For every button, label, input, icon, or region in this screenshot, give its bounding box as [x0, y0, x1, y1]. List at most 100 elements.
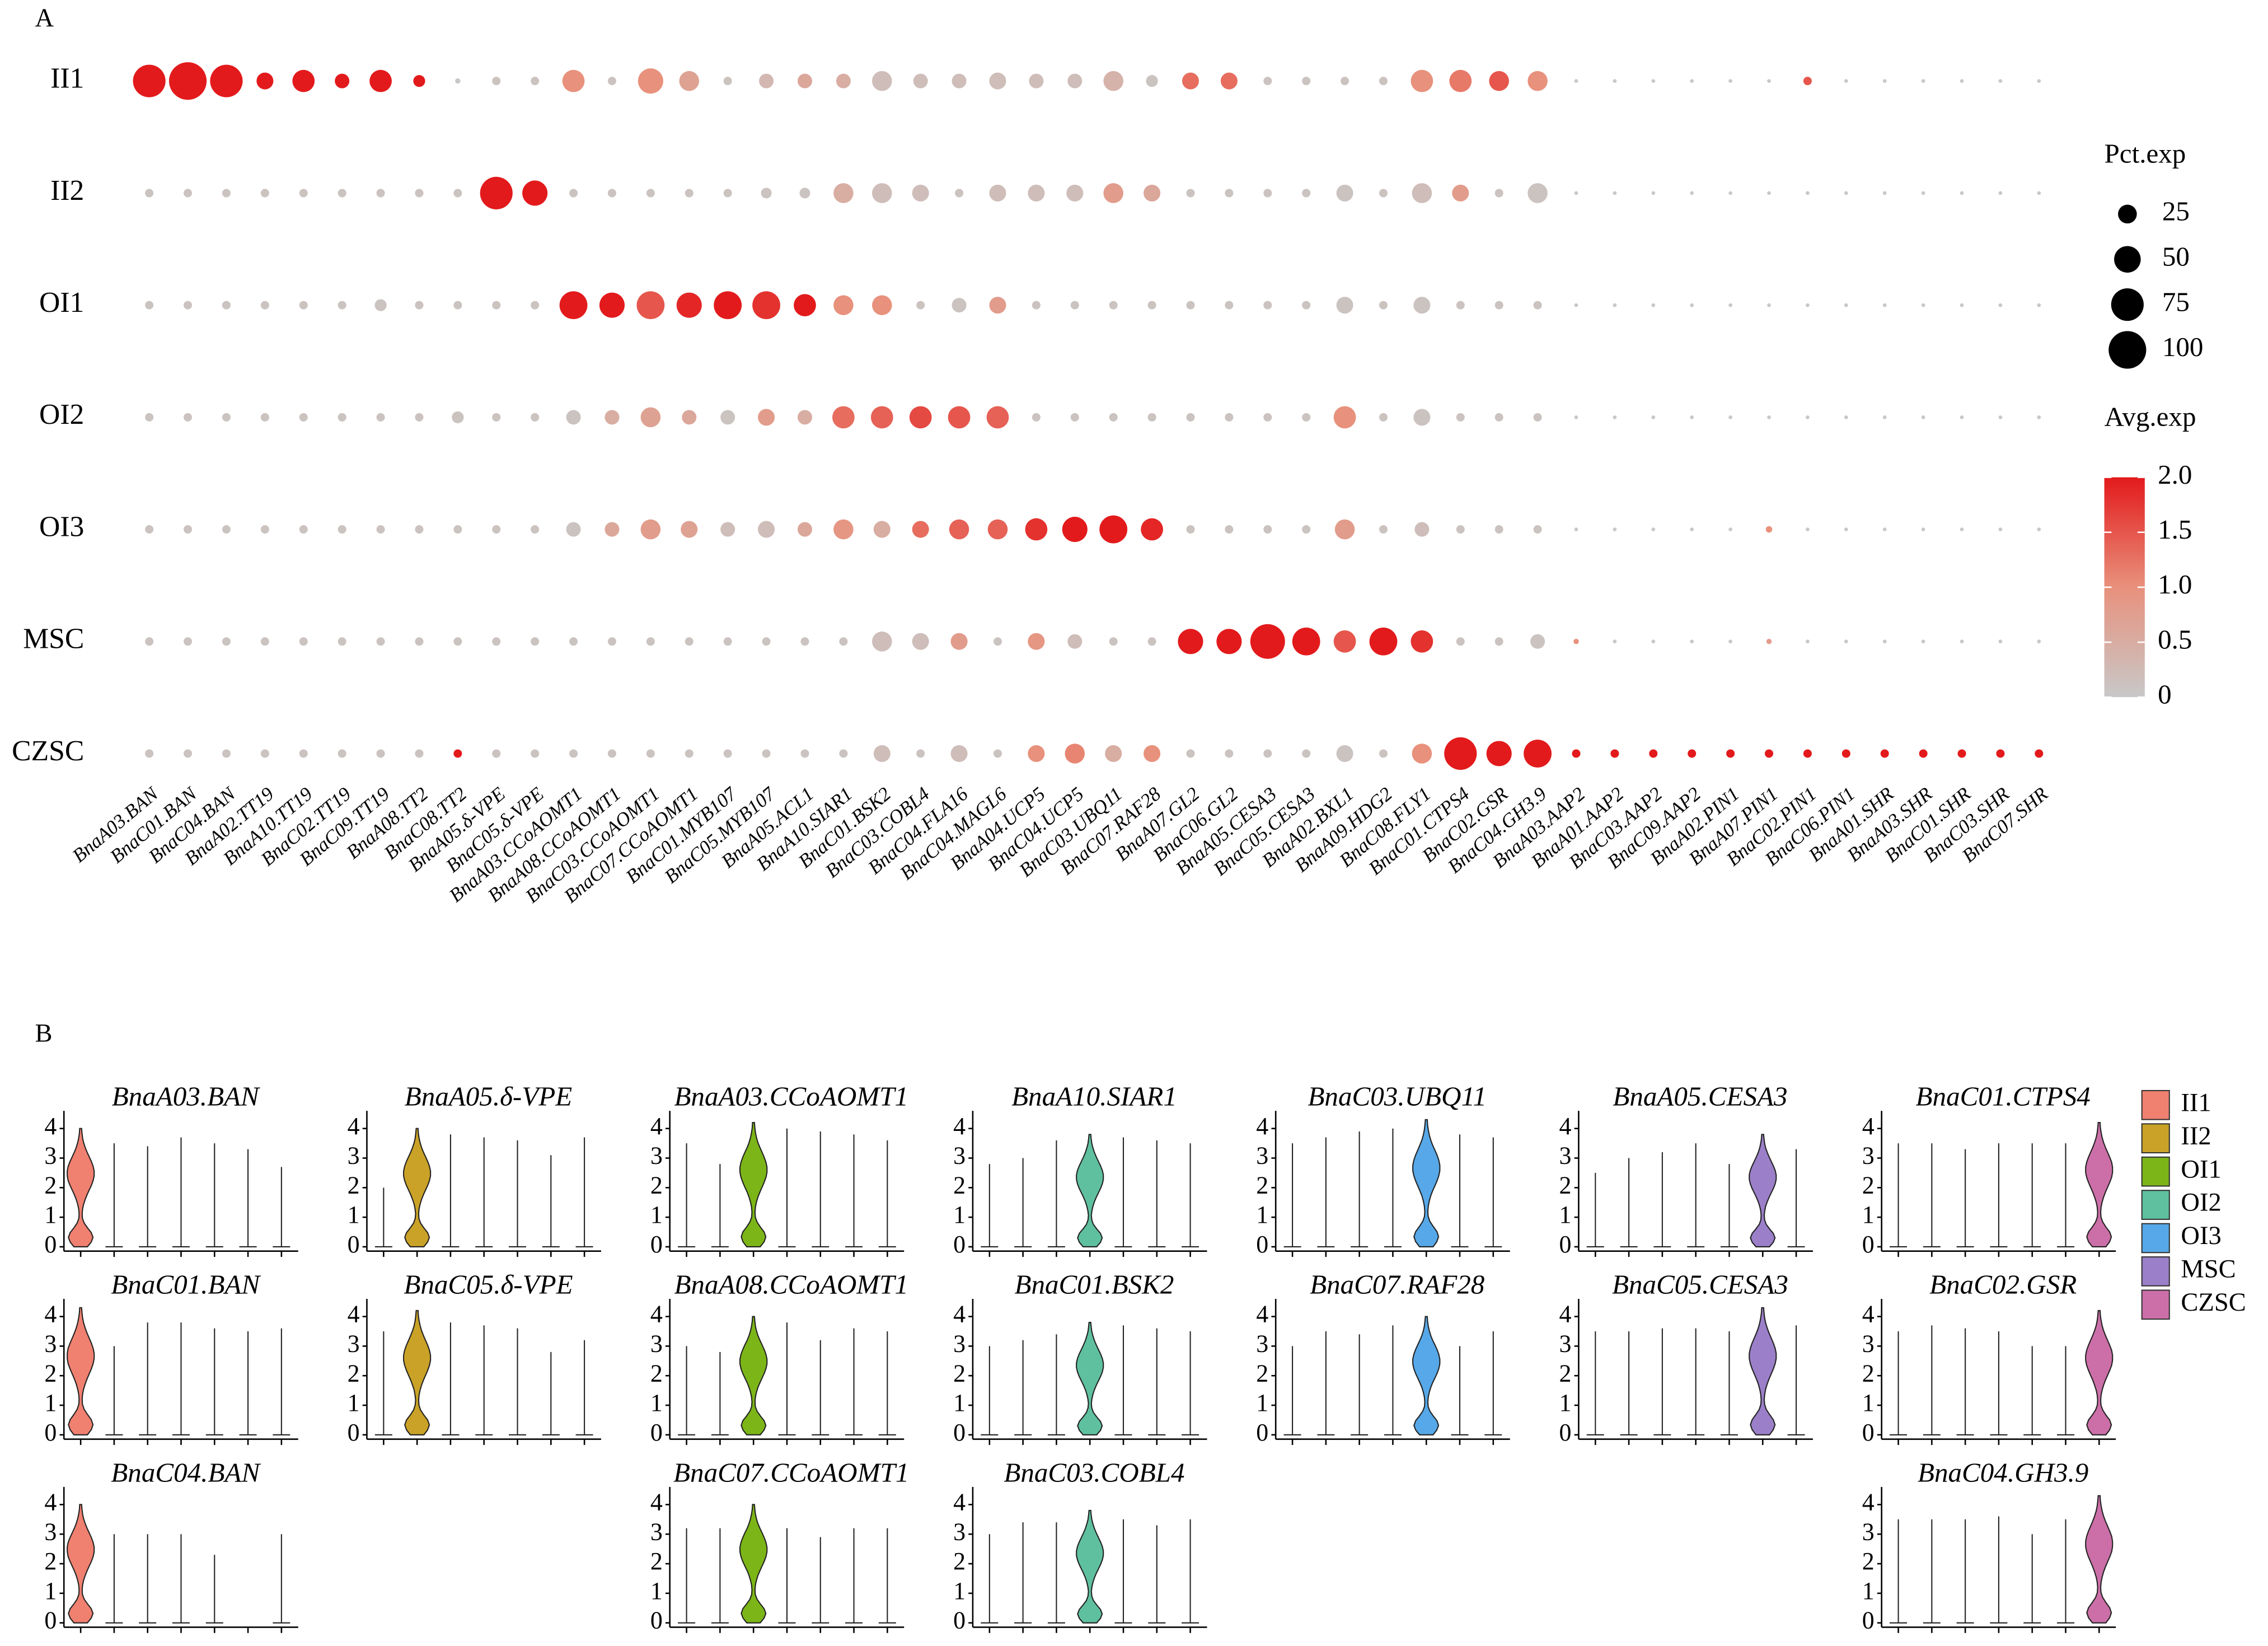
- violin: [1720, 1164, 1738, 1247]
- legend-title: Pct.exp: [2105, 138, 2186, 169]
- dot: [1882, 191, 1887, 195]
- dot: [797, 73, 812, 88]
- violin: [711, 1164, 729, 1247]
- dot: [222, 413, 231, 422]
- legend-dot: [2118, 204, 2137, 224]
- dot: [222, 189, 231, 198]
- dot: [1070, 301, 1079, 310]
- violin: [1148, 1140, 1166, 1247]
- y-tick-label: 3: [1862, 1330, 1875, 1357]
- dot: [605, 410, 620, 425]
- dot: [1765, 526, 1773, 533]
- dot: [723, 637, 732, 646]
- dot: [1844, 303, 1848, 307]
- dot: [299, 413, 308, 422]
- violin: [1182, 1143, 1199, 1247]
- dot: [1141, 518, 1163, 541]
- dot: [986, 406, 1009, 429]
- dot: [912, 521, 929, 538]
- violin: [1014, 1340, 1032, 1435]
- dot: [1099, 515, 1128, 544]
- violin: [739, 1504, 768, 1624]
- dot: [492, 77, 501, 86]
- violin: [475, 1137, 493, 1247]
- dot: [794, 294, 816, 316]
- y-tick-label: 0: [650, 1419, 663, 1446]
- dot: [376, 189, 385, 198]
- dot: [832, 406, 855, 429]
- y-tick-label: 3: [650, 1330, 663, 1357]
- dot: [1960, 639, 1964, 644]
- panel-title: BnaC07.CCoAOMT1: [673, 1457, 909, 1488]
- dot: [1690, 527, 1694, 531]
- dot: [480, 176, 513, 209]
- y-tick-label: 2: [1559, 1172, 1572, 1199]
- violin: [1687, 1143, 1705, 1247]
- dot: [685, 749, 693, 758]
- dot: [681, 521, 698, 538]
- y-tick-label: 0: [1862, 1607, 1875, 1634]
- dot: [2037, 527, 2041, 531]
- dot: [1960, 191, 1964, 195]
- panel-title: BnaC05.CESA3: [1612, 1269, 1788, 1300]
- violin: [878, 1331, 896, 1435]
- violin: [2023, 1534, 2041, 1624]
- violin: [2057, 1346, 2075, 1435]
- y-tick-label: 4: [650, 1113, 663, 1140]
- dot: [1494, 413, 1503, 422]
- dot: [1921, 303, 1925, 307]
- dot: [1998, 79, 2003, 83]
- dot: [1806, 527, 1810, 531]
- y-tick-label: 4: [1862, 1489, 1875, 1516]
- row-label: OI2: [39, 399, 84, 431]
- dot: [369, 69, 392, 92]
- dot: [1032, 413, 1041, 422]
- dot: [1456, 413, 1465, 422]
- dot: [1574, 79, 1578, 83]
- dot: [636, 291, 665, 320]
- y-tick-label: 4: [953, 1113, 966, 1140]
- dot: [1379, 525, 1388, 534]
- dot: [133, 64, 166, 97]
- row-label: II1: [50, 63, 84, 95]
- legend-label: CZSC: [2181, 1288, 2246, 1317]
- dot: [1690, 415, 1694, 419]
- dot: [1921, 79, 1925, 83]
- violin: [2085, 1310, 2114, 1435]
- legend-label: MSC: [2181, 1255, 2236, 1284]
- dot: [1806, 191, 1810, 195]
- panel-title: BnaC01.BSK2: [1014, 1269, 1174, 1300]
- panel-title: BnaC04.GH3.9: [1918, 1457, 2088, 1488]
- dot: [145, 637, 154, 646]
- dot: [833, 183, 854, 203]
- violin: [1114, 1137, 1132, 1247]
- dot: [145, 301, 154, 310]
- dot: [1844, 415, 1848, 419]
- violin: [1076, 1134, 1104, 1247]
- dot: [1182, 72, 1199, 90]
- dot: [338, 301, 346, 310]
- violin: [812, 1131, 830, 1247]
- violin: [1283, 1346, 1301, 1435]
- dot: [1651, 191, 1656, 195]
- dot: [1489, 71, 1509, 91]
- y-tick-label: 4: [1256, 1301, 1268, 1328]
- dot: [184, 525, 193, 534]
- violin: [139, 1322, 157, 1435]
- y-tick-label: 0: [1256, 1231, 1268, 1258]
- dot: [800, 749, 809, 758]
- y-tick-label: 1: [44, 1201, 57, 1228]
- dot: [955, 189, 964, 198]
- panel-title: BnaC04.BAN: [111, 1457, 261, 1488]
- y-tick-label: 1: [650, 1390, 663, 1416]
- dot: [1341, 77, 1349, 86]
- legend-label: 25: [2162, 196, 2190, 227]
- dot: [569, 637, 578, 646]
- y-tick-label: 3: [44, 1518, 57, 1545]
- dot: [873, 745, 891, 763]
- dot: [1413, 297, 1431, 314]
- violin: [1749, 1307, 1777, 1435]
- dot: [184, 637, 193, 646]
- dot: [1336, 745, 1353, 763]
